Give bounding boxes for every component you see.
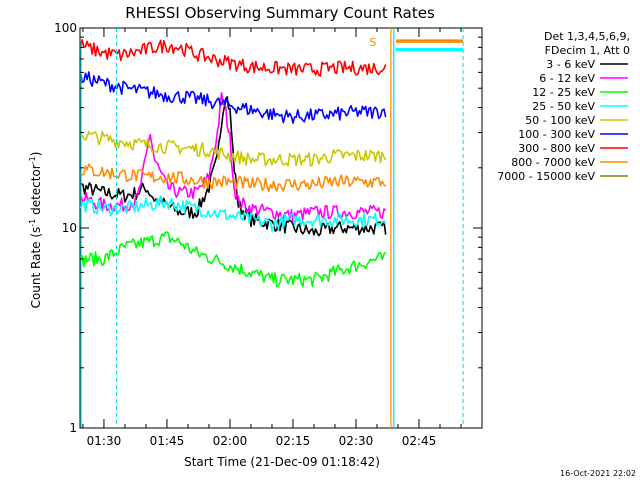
x-tick-label-3: 02:15 [276,434,311,448]
x-tick-label-5: 02:45 [402,434,437,448]
x-tick-label-2: 02:00 [213,434,248,448]
legend-entry-4: 50 - 100 keV [525,114,595,127]
legend-entry-5: 100 - 300 keV [518,128,595,141]
x-axis-label: Start Time (21-Dec-09 01:18:42) [184,455,380,469]
legend-entry-6: 300 - 800 keV [518,142,595,155]
y-axis-label-end: ) [29,152,43,157]
series-line-5 [79,70,387,124]
legend-header-0: Det 1,3,4,5,6,9, [544,30,630,43]
axis-ticks: 1 10 100 01:30 01:45 02:00 02:15 02:30 02:45 [54,21,482,448]
y-axis-label-sup: -1 [28,219,37,227]
series-line-2 [79,231,387,288]
y-axis-label-tail-sup: -1 [28,156,37,164]
footer-date: 16-Oct-2021 22:02 [560,469,636,478]
y-axis-label: Count Rate (s-1 detector-1) [28,152,43,309]
series-line-1 [80,92,387,223]
y-axis-label-tail: detector [29,164,43,219]
series-line-6 [79,39,387,77]
flag-marker-label: S [369,36,376,49]
legend-entry-7: 800 - 7000 keV [511,156,595,169]
series-line-3 [79,195,387,232]
x-tick-label-0: 01:30 [87,434,122,448]
y-tick-label-1: 10 [62,221,77,235]
x-tick-label-1: 01:45 [150,434,185,448]
x-tick-label-4: 02:30 [339,434,374,448]
legend-entry-0: 3 - 6 keV [546,58,595,71]
y-axis-label-main: Count Rate (s [29,227,43,309]
legend: Det 1,3,4,5,6,9,FDecim 1, Att 03 - 6 keV… [497,30,630,183]
legend-entry-8: 7000 - 15000 keV [497,170,595,183]
series-line-7 [79,163,387,193]
y-tick-label-0: 1 [69,421,77,435]
plot-area: S [79,27,483,429]
legend-entry-3: 25 - 50 keV [532,100,595,113]
y-tick-label-2: 100 [54,21,77,35]
series-line-0 [81,96,387,237]
legend-entry-2: 12 - 25 keV [532,86,595,99]
legend-entry-1: 6 - 12 keV [539,72,595,85]
legend-header-1: FDecim 1, Att 0 [545,44,630,57]
chart-title: RHESSI Observing Summary Count Rates [125,4,435,22]
series-line-4 [80,130,387,167]
